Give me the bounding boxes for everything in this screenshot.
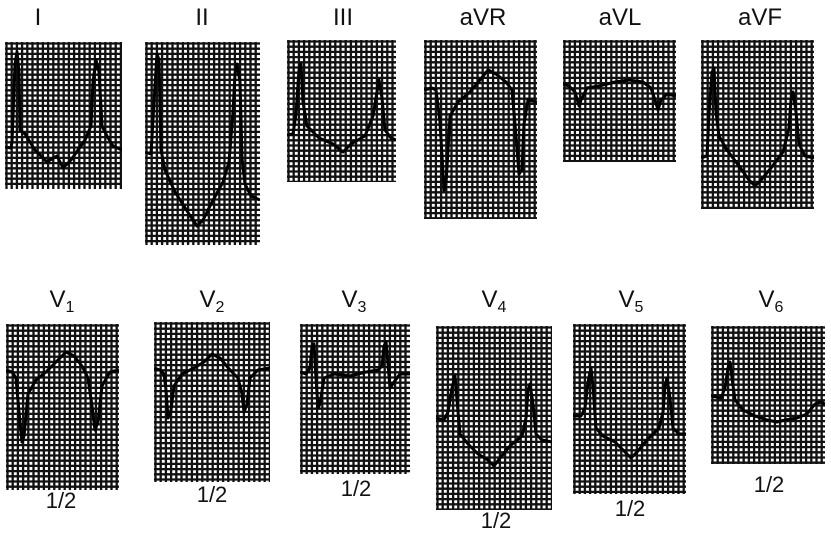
ecg-trace-v3 [300,340,410,410]
ecg-trace-avf [701,66,814,188]
ecg-trace-v5 [573,366,686,460]
ecg-trace-i [5,50,122,170]
lead-label-v3: V3 [341,286,367,317]
lead-label-avr: aVR [459,4,507,31]
ecg-strip-v3 [300,324,410,474]
ecg-strip-v5 [573,324,686,494]
ecg-trace-v1 [6,350,119,444]
scale-label-v3: 1/2 [340,476,372,501]
lead-label-avf: aVF [737,4,783,31]
lead-label-iii: III [332,4,354,31]
lead-label-v4: V4 [481,286,507,317]
ecg-strip-v2 [154,322,270,482]
ecg-strip-iii [287,40,396,182]
ecg-trace-v4 [436,374,552,468]
ecg-trace-iii [287,62,396,154]
lead-label-v2: V2 [199,286,225,317]
ecg-strip-avr [424,40,537,219]
ecg-strip-avl [563,40,676,162]
ecg-strip-i [5,42,122,189]
lead-label-ii: II [195,4,209,31]
scale-label-v5: 1/2 [614,496,646,521]
scale-label-v2: 1/2 [196,482,228,507]
scale-label-v6: 1/2 [753,472,785,497]
lead-label-v6: V6 [758,286,784,317]
lead-label-v5: V5 [618,286,644,317]
lead-label-avl: aVL [598,4,642,31]
ecg-strip-ii [145,42,260,245]
ecg-strip-v6 [711,326,825,464]
ecg-trace-v2 [154,352,270,420]
scale-label-v4: 1/2 [480,508,512,533]
ecg-strip-avf [701,40,814,209]
ecg-trace-v6 [711,360,825,424]
scale-label-v1: 1/2 [45,488,77,513]
lead-label-i: I [34,4,42,31]
ecg-strip-v1 [6,324,119,490]
ecg-trace-avr [424,68,537,192]
lead-label-v1: V1 [49,286,75,317]
ecg-strip-v4 [436,326,552,510]
ecg-trace-ii [145,52,260,228]
ecg-trace-avl [563,78,676,112]
